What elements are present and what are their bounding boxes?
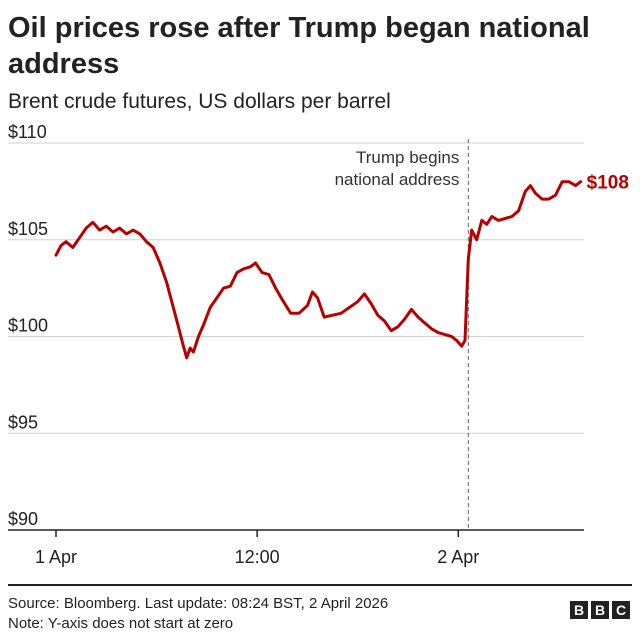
last-value-label: $108 [587, 173, 629, 194]
annotation-text: Trump begins [356, 148, 459, 167]
annotation: Trump begins national address [335, 139, 469, 530]
y-tick-label: $105 [8, 219, 48, 239]
bbc-logo: B B C [570, 601, 630, 619]
annotation-text: national address [335, 170, 460, 189]
logo-letter: B [570, 601, 588, 619]
grid-lines [8, 142, 584, 531]
y-tick-label: $100 [8, 316, 48, 336]
footer-divider [8, 584, 632, 586]
series-layer: $108 [54, 173, 629, 360]
y-tick-label: $110 [8, 122, 47, 142]
chart-subtitle: Brent crude futures, US dollars per barr… [8, 90, 391, 113]
axis-ticks: $110 $105 $100 $95 $90 1 Apr 12:00 2 Apr [8, 122, 479, 567]
source-text: Source: Bloomberg. Last update: 08:24 BS… [8, 595, 389, 612]
x-tick-label: 12:00 [235, 547, 280, 567]
x-tick-label: 2 Apr [437, 547, 479, 567]
logo-letter: B [591, 601, 609, 619]
y-tick-label: $95 [8, 412, 38, 432]
series-line [54, 180, 583, 360]
y-tick-label: $90 [8, 509, 38, 529]
note-text: Note: Y-axis does not start at zero [8, 615, 234, 632]
chart-title: Oil prices rose after Trump began nation… [8, 12, 590, 80]
logo-letter: C [612, 601, 630, 619]
chart-canvas: $110 $105 $100 $95 $90 1 Apr 12:00 2 Apr Trump … [8, 122, 629, 567]
x-tick-label: 1 Apr [35, 547, 77, 567]
